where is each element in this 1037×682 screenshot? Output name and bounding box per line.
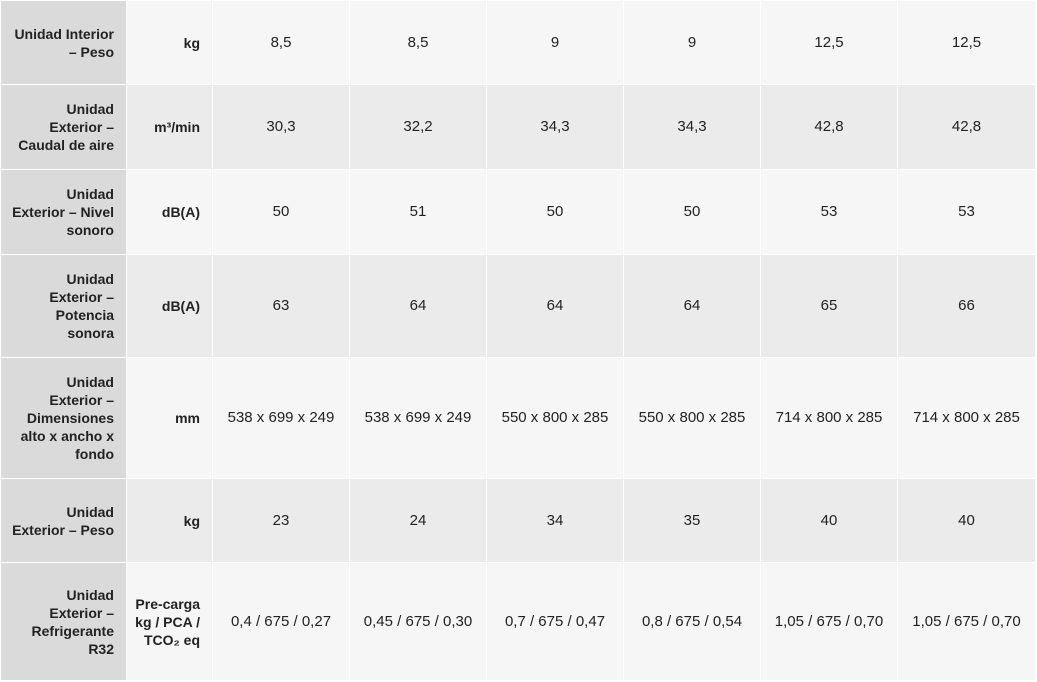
table-cell: 23 bbox=[212, 478, 350, 563]
table-cell: 34,3 bbox=[623, 84, 761, 170]
table-cell: 42,8 bbox=[897, 84, 1036, 170]
table-cell: 714 x 800 x 285 bbox=[760, 357, 898, 479]
table-cell: 12,5 bbox=[760, 0, 898, 85]
table-cell: 8,5 bbox=[212, 0, 350, 85]
table-cell: 53 bbox=[760, 169, 898, 255]
table-cell: 9 bbox=[486, 0, 624, 85]
table-cell: 40 bbox=[897, 478, 1036, 563]
table-cell: 64 bbox=[486, 254, 624, 358]
table-row: Unidad Exterior – Dimensiones alto x anc… bbox=[0, 357, 1036, 479]
row-unit: dB(A) bbox=[126, 254, 213, 358]
table-row: Unidad Exterior – Peso kg 23 24 34 35 40… bbox=[0, 478, 1036, 563]
table-row: Unidad Exterior – Potencia sonora dB(A) … bbox=[0, 254, 1036, 358]
table-cell: 12,5 bbox=[897, 0, 1036, 85]
row-label: Unidad Exterior – Nivel sonoro bbox=[0, 169, 127, 255]
table-cell: 34,3 bbox=[486, 84, 624, 170]
table-row: Unidad Interior – Peso kg 8,5 8,5 9 9 12… bbox=[0, 0, 1036, 85]
table-cell: 8,5 bbox=[349, 0, 487, 85]
table-cell: 9 bbox=[623, 0, 761, 85]
table-cell: 64 bbox=[623, 254, 761, 358]
table-cell: 50 bbox=[486, 169, 624, 255]
row-label: Unidad Exterior – Refrigerante R32 bbox=[0, 562, 127, 681]
table-cell: 1,05 / 675 / 0,70 bbox=[760, 562, 898, 681]
row-unit: mm bbox=[126, 357, 213, 479]
row-label: Unidad Exterior – Dimensiones alto x anc… bbox=[0, 357, 127, 479]
table-cell: 538 x 699 x 249 bbox=[212, 357, 350, 479]
row-unit: kg bbox=[126, 478, 213, 563]
table-cell: 42,8 bbox=[760, 84, 898, 170]
table-cell: 51 bbox=[349, 169, 487, 255]
row-unit: kg bbox=[126, 0, 213, 85]
table-row: Unidad Exterior – Refrigerante R32 Pre-c… bbox=[0, 562, 1036, 681]
table-cell: 65 bbox=[760, 254, 898, 358]
table-cell: 35 bbox=[623, 478, 761, 563]
table-row: Unidad Exterior – Caudal de aire m³/min … bbox=[0, 84, 1036, 170]
row-label: Unidad Exterior – Peso bbox=[0, 478, 127, 563]
table-cell: 24 bbox=[349, 478, 487, 563]
table-cell: 0,4 / 675 / 0,27 bbox=[212, 562, 350, 681]
table-cell: 1,05 / 675 / 0,70 bbox=[897, 562, 1036, 681]
row-label: Unidad Exterior – Potencia sonora bbox=[0, 254, 127, 358]
table-cell: 550 x 800 x 285 bbox=[623, 357, 761, 479]
table-row: Unidad Exterior – Nivel sonoro dB(A) 50 … bbox=[0, 169, 1036, 255]
table-cell: 30,3 bbox=[212, 84, 350, 170]
table-cell: 0,8 / 675 / 0,54 bbox=[623, 562, 761, 681]
table-cell: 538 x 699 x 249 bbox=[349, 357, 487, 479]
table-cell: 714 x 800 x 285 bbox=[897, 357, 1036, 479]
table-cell: 53 bbox=[897, 169, 1036, 255]
table-cell: 40 bbox=[760, 478, 898, 563]
table-cell: 64 bbox=[349, 254, 487, 358]
table-cell: 0,45 / 675 / 0,30 bbox=[349, 562, 487, 681]
table-cell: 63 bbox=[212, 254, 350, 358]
table-cell: 66 bbox=[897, 254, 1036, 358]
row-label: Unidad Interior – Peso bbox=[0, 0, 127, 85]
table-cell: 32,2 bbox=[349, 84, 487, 170]
table-cell: 34 bbox=[486, 478, 624, 563]
row-unit: dB(A) bbox=[126, 169, 213, 255]
table-cell: 50 bbox=[212, 169, 350, 255]
table-cell: 0,7 / 675 / 0,47 bbox=[486, 562, 624, 681]
row-unit: m³/min bbox=[126, 84, 213, 170]
table-cell: 50 bbox=[623, 169, 761, 255]
row-label: Unidad Exterior – Caudal de aire bbox=[0, 84, 127, 170]
row-unit: Pre-carga kg / PCA / TCO₂ eq bbox=[126, 562, 213, 681]
table-cell: 550 x 800 x 285 bbox=[486, 357, 624, 479]
